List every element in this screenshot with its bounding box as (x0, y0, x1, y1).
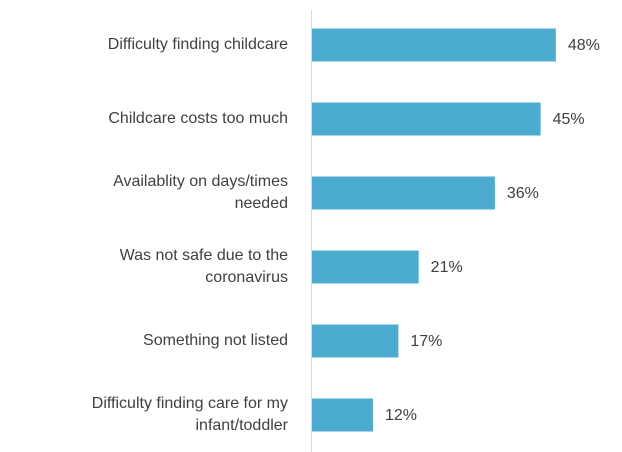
category-label: Was not safe due to the coronavirus (119, 247, 288, 286)
bar (312, 324, 399, 358)
bar (312, 250, 419, 284)
value-label: 48% (568, 37, 600, 54)
bar (312, 28, 556, 62)
category-label: Childcare costs too much (108, 110, 288, 127)
value-label: 17% (410, 333, 442, 350)
value-label: 45% (553, 111, 585, 128)
value-label: 36% (507, 185, 539, 202)
value-label: 12% (385, 407, 417, 424)
category-label: Something not listed (143, 332, 288, 349)
category-label: Difficulty finding care for my infant/to… (91, 395, 288, 434)
bar (312, 398, 373, 432)
category-label: Availablity on days/times needed (113, 173, 288, 212)
value-label: 21% (431, 259, 463, 276)
bar (312, 102, 541, 136)
category-label: Difficulty finding childcare (107, 36, 288, 53)
bar (312, 176, 495, 210)
